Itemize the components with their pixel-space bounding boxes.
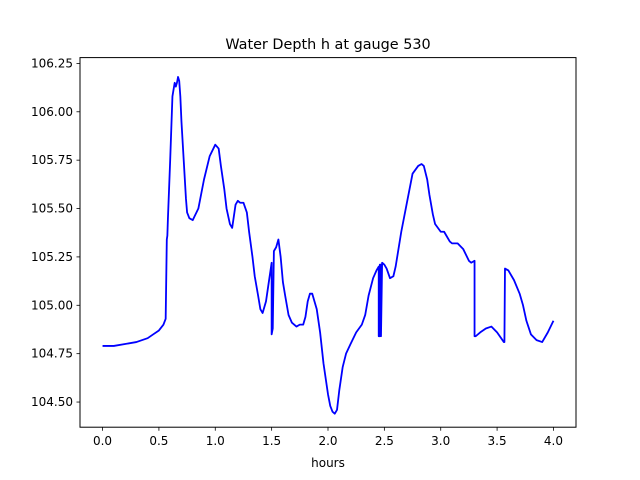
- y-tick-label: 105.00: [31, 298, 73, 312]
- x-tick-label: 3.0: [431, 434, 450, 448]
- y-tick-label: 105.75: [31, 153, 73, 167]
- x-tick-label: 2.0: [318, 434, 337, 448]
- y-tick-label: 104.75: [31, 347, 73, 361]
- plot-frame: [79, 57, 577, 428]
- x-tick-label: 1.5: [262, 434, 281, 448]
- x-tick-label: 4.0: [544, 434, 563, 448]
- series-line: [102, 76, 555, 415]
- plot-data: [102, 76, 555, 415]
- y-tick-label: 106.25: [31, 56, 73, 70]
- y-tick-label: 105.25: [31, 250, 73, 264]
- x-axis-label: hours: [311, 456, 345, 470]
- x-tick-label: 3.5: [488, 434, 507, 448]
- y-tick-label: 106.00: [31, 105, 73, 119]
- x-tick-label: 0.0: [93, 434, 112, 448]
- x-tick-label: 1.0: [206, 434, 225, 448]
- x-tick-label: 0.5: [149, 434, 168, 448]
- y-tick-label: 105.50: [31, 202, 73, 216]
- x-tick-label: 2.5: [375, 434, 394, 448]
- y-tick-label: 104.50: [31, 395, 73, 409]
- chart-title: Water Depth h at gauge 530: [225, 37, 430, 53]
- axes: 0.0 0.5 1.0 1.5 2.0 2.5 3.0 3.5 4.0 104.50 104.75 1…: [31, 56, 563, 448]
